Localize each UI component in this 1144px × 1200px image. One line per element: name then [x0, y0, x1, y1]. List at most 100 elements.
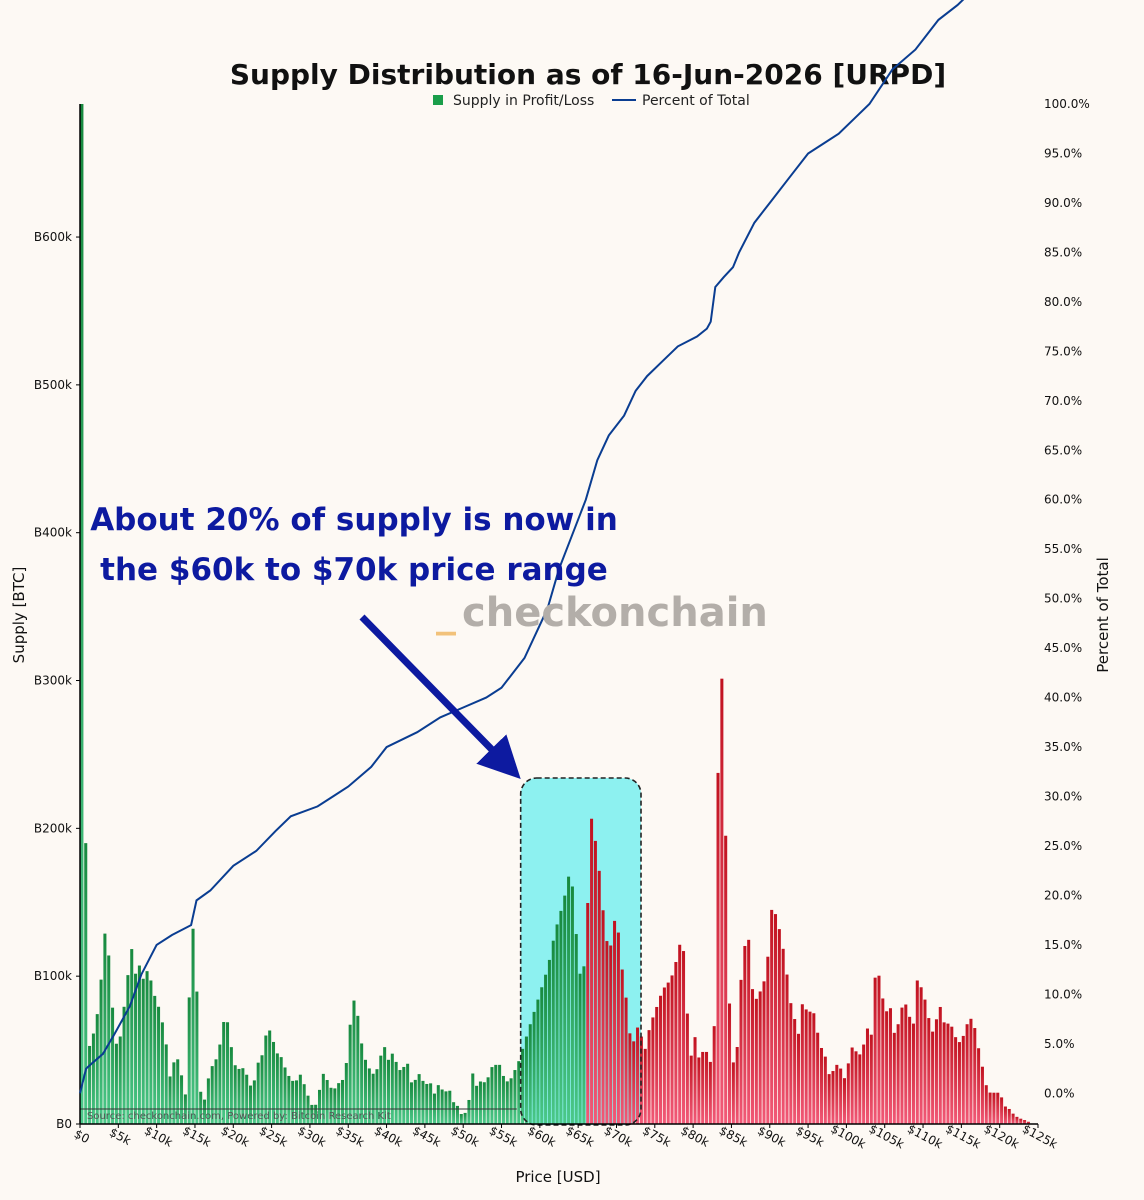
bar-profit — [168, 1076, 172, 1124]
bar-profit — [475, 1085, 479, 1124]
bar-loss — [662, 987, 666, 1124]
x-tick-label: $110k — [905, 1121, 945, 1151]
bar-loss — [1015, 1116, 1019, 1124]
y-tick-label: B100k — [34, 969, 72, 983]
x-tick-label: $75k — [640, 1123, 673, 1149]
percent-line — [79, 0, 965, 1094]
bar-profit — [471, 1073, 475, 1124]
bar-profit — [283, 1067, 287, 1124]
bar-loss — [816, 1032, 820, 1124]
bar-loss — [751, 989, 755, 1124]
bar-loss — [720, 678, 724, 1124]
x-tick-label: $45k — [410, 1123, 443, 1149]
y2-tick-label: 55.0% — [1044, 542, 1082, 556]
bar-loss — [754, 998, 758, 1124]
bar-loss — [731, 1062, 735, 1124]
bar-loss — [624, 997, 628, 1124]
y2-tick-label: 40.0% — [1044, 691, 1082, 705]
bar-loss — [789, 1003, 793, 1124]
bar-profit — [141, 978, 145, 1124]
bar-profit — [367, 1068, 371, 1124]
bar-profit — [429, 1083, 433, 1124]
bar-loss — [927, 1018, 931, 1124]
bar-loss — [605, 941, 609, 1124]
y2-tick-label: 5.0% — [1044, 1037, 1075, 1051]
bar-loss — [674, 962, 678, 1124]
bar-profit — [218, 1044, 222, 1124]
bar-profit — [126, 975, 130, 1124]
y2-tick-label: 80.0% — [1044, 295, 1082, 309]
bar-profit — [551, 940, 555, 1124]
bar-profit — [256, 1062, 260, 1124]
legend-swatch-profit — [433, 95, 443, 105]
x-tick-label: $90k — [755, 1123, 788, 1149]
bar-profit — [521, 1048, 525, 1124]
bar-profit — [402, 1066, 406, 1124]
bar-loss — [835, 1064, 839, 1124]
bar-profit — [375, 1069, 379, 1124]
bar-loss — [996, 1092, 1000, 1124]
bar-profit — [153, 995, 157, 1124]
bar-loss — [685, 1013, 689, 1124]
bar-loss — [693, 1037, 697, 1124]
bar-profit — [88, 1045, 92, 1124]
bar-profit — [394, 1061, 398, 1124]
bar-loss — [823, 1056, 827, 1124]
bar-loss — [819, 1047, 824, 1124]
x-tick-label: $120k — [982, 1121, 1022, 1151]
bar-profit — [252, 1080, 256, 1124]
bar-profit — [275, 1053, 279, 1124]
bar-loss — [628, 1033, 632, 1124]
bar-profit — [379, 1055, 383, 1124]
legend-label-profit: Supply in Profit/Loss — [453, 93, 594, 109]
bar-profit — [555, 924, 559, 1124]
bar-loss — [647, 1030, 651, 1124]
bar-loss — [739, 979, 743, 1124]
x-tick-label: $60k — [525, 1123, 558, 1149]
bar-profit — [317, 1089, 322, 1124]
bar-profit — [459, 1114, 463, 1124]
bar-profit — [337, 1083, 341, 1124]
bar-profit — [386, 1059, 390, 1124]
bar-loss — [613, 920, 617, 1124]
bar-profit — [172, 1062, 176, 1124]
y-tick-label: B0 — [56, 1117, 72, 1131]
legend: Supply in Profit/Loss Percent of Total — [433, 93, 750, 109]
bar-loss — [888, 1008, 892, 1124]
bar-profit — [122, 1006, 126, 1124]
bar-profit — [268, 1030, 272, 1124]
supply-bars — [80, 104, 1034, 1124]
bar-loss — [977, 1048, 981, 1124]
bar-loss — [992, 1092, 996, 1124]
y-axis-label: Supply [BTC] — [10, 567, 28, 664]
bar-profit — [302, 1084, 306, 1124]
bar-profit — [164, 1044, 168, 1124]
bar-loss — [643, 1048, 647, 1124]
bar-profit — [241, 1068, 245, 1124]
bar-profit — [226, 1022, 230, 1124]
bar-loss — [892, 1032, 896, 1124]
bar-loss — [980, 1066, 984, 1124]
bar-profit — [279, 1057, 283, 1124]
y2-tick-label: 60.0% — [1044, 493, 1082, 507]
bar-profit — [103, 933, 107, 1124]
bar-profit — [505, 1081, 509, 1124]
chart-title: Supply Distribution as of 16-Jun-2026 [U… — [230, 58, 946, 91]
bar-loss — [747, 939, 751, 1124]
y2-tick-label: 75.0% — [1044, 344, 1082, 358]
bar-loss — [869, 1034, 873, 1124]
x-tick-label: $35k — [334, 1123, 367, 1149]
bar-profit — [294, 1080, 299, 1124]
bar-loss — [705, 1051, 709, 1124]
x-tick-label: $85k — [717, 1123, 750, 1149]
bar-profit — [111, 1007, 115, 1124]
x-tick-label: $15k — [180, 1123, 213, 1149]
bar-profit — [528, 1024, 532, 1124]
bar-profit — [134, 973, 138, 1124]
bar-loss — [954, 1037, 958, 1124]
bar-profit — [513, 1070, 517, 1124]
bar-profit — [494, 1064, 498, 1124]
bar-profit — [222, 1022, 226, 1124]
bar-profit — [371, 1073, 375, 1124]
bar-loss — [636, 1027, 640, 1124]
